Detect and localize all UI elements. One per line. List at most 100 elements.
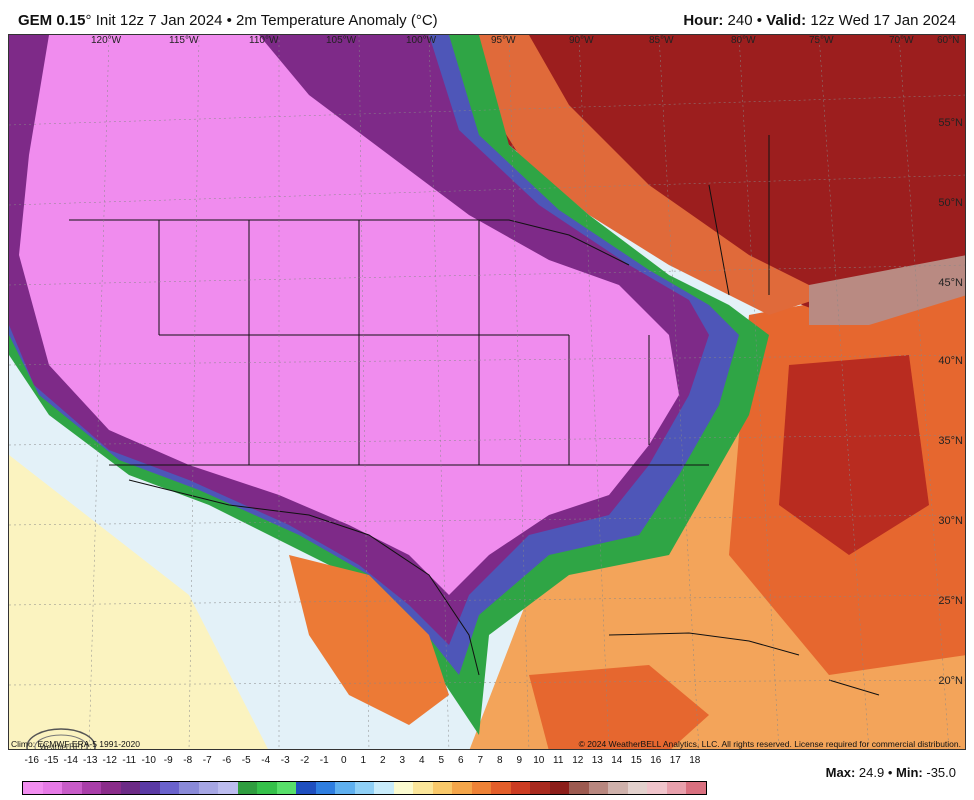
lon-label: 90°W <box>569 35 594 46</box>
legend-color-cells <box>22 781 707 795</box>
legend-color-cell <box>354 782 374 794</box>
extreme-cold-core <box>19 35 679 595</box>
legend-color-cell <box>140 782 160 794</box>
legend-color-cell <box>42 782 62 794</box>
pacific-warm-zone <box>9 455 268 749</box>
legend-color-cell <box>159 782 179 794</box>
legend-color-cell <box>569 782 589 794</box>
legend-tick-label: 2 <box>379 755 386 766</box>
temperature-anomaly-map: 120°W 115°W 110°W 105°W 100°W 95°W 90°W … <box>8 34 966 750</box>
caribbean-islands <box>608 632 880 696</box>
copyright-credit: © 2024 WeatherBELL Analytics, LLC. All r… <box>578 739 961 749</box>
lat-label: 50°N <box>938 197 963 209</box>
legend-color-cell <box>23 782 43 794</box>
legend-tick-label: 11 <box>553 755 564 766</box>
min-label: Min: <box>896 765 923 780</box>
color-legend: -16 -15 -14 -13 -12 -11 -10 -9 -8 -7 -6 -5 -4 -3 -2 -1 0… <box>22 755 707 795</box>
legend-color-cell <box>276 782 296 794</box>
model-name: GEM 0.15 <box>18 12 86 29</box>
legend-tick-label: 18 <box>689 755 701 766</box>
map-canvas <box>9 35 965 749</box>
legend-tick-label: 1 <box>360 755 367 766</box>
lon-label: 105°W <box>326 35 357 46</box>
legend-tick-label: 6 <box>457 755 464 766</box>
legend-tick-label: 17 <box>669 755 681 766</box>
legend-color-cell <box>374 782 394 794</box>
legend-color-cell <box>588 782 608 794</box>
init-text: Init 12z 7 Jan 2024 • 2m Temperature Ano… <box>91 12 438 29</box>
lon-label: 75°W <box>809 35 834 46</box>
legend-color-cell <box>452 782 472 794</box>
legend-tick-label: 0 <box>340 755 347 766</box>
legend-tick-label: 13 <box>591 755 603 766</box>
legend-color-cell <box>530 782 550 794</box>
legend-color-cell <box>432 782 452 794</box>
legend-tick-label: -15 <box>44 755 59 766</box>
legend-color-cell <box>608 782 628 794</box>
legend-color-cell <box>218 782 238 794</box>
max-label: Max: <box>825 765 856 780</box>
legend-tick-label: 16 <box>650 755 662 766</box>
lon-label: 110°W <box>249 35 279 46</box>
legend-tick-label: -7 <box>202 755 212 766</box>
legend-color-cell <box>120 782 140 794</box>
max-value: 24.9 <box>858 765 885 780</box>
legend-tick-label: -4 <box>261 755 271 766</box>
lat-label: 20°N <box>938 675 963 687</box>
legend-tick-label: -16 <box>24 755 39 766</box>
lat-label: 40°N <box>938 355 963 367</box>
legend-color-cell <box>101 782 121 794</box>
legend-color-cell <box>686 782 706 794</box>
legend-tick-label: 10 <box>533 755 545 766</box>
legend-color-cell <box>179 782 199 794</box>
climo-credit: Climo: ECMWF ERA-5 1991-2020 <box>11 739 140 749</box>
northeast-brown-band <box>809 255 965 325</box>
legend-color-cell <box>647 782 667 794</box>
lon-label: 85°W <box>649 35 674 46</box>
lon-label: 115°W <box>169 35 199 46</box>
valid-value: 12z Wed 17 Jan 2024 <box>810 12 956 29</box>
legend-tick-label: -9 <box>163 755 173 766</box>
legend-color-cell <box>627 782 647 794</box>
legend-tick-label: -3 <box>280 755 290 766</box>
lat-label-top: 60°N <box>937 35 960 46</box>
legend-tick-label: -2 <box>300 755 310 766</box>
hour-value: 240 <box>727 12 753 29</box>
legend-tick-label: -14 <box>63 755 78 766</box>
valid-label: Valid: <box>766 12 807 29</box>
weatherbell-logo: WeatherBELL <box>23 725 113 750</box>
lon-label: 80°W <box>731 35 756 46</box>
legend-color-cell <box>315 782 335 794</box>
legend-color-cell <box>335 782 355 794</box>
legend-color-cell <box>296 782 316 794</box>
legend-tick-label: -6 <box>222 755 232 766</box>
legend-tick-label: 7 <box>477 755 484 766</box>
logo-icon: WeatherBELL <box>26 728 96 750</box>
lon-label: 120°W <box>91 35 122 46</box>
lat-label: 35°N <box>938 435 963 447</box>
legend-tick-label: 8 <box>496 755 503 766</box>
mexico-warm-region <box>289 555 449 725</box>
legend-tick-label: -12 <box>102 755 117 766</box>
us-mexico-border <box>128 479 480 676</box>
legend-tick-label: 12 <box>572 755 584 766</box>
legend-tick-label: -5 <box>241 755 251 766</box>
legend-color-cell <box>257 782 277 794</box>
lat-label: 30°N <box>938 515 963 527</box>
legend-color-cell <box>62 782 82 794</box>
legend-color-cell <box>549 782 569 794</box>
legend-tick-label: 3 <box>399 755 406 766</box>
legend-color-cell <box>491 782 511 794</box>
lon-label: 95°W <box>491 35 516 46</box>
legend-tick-label: 9 <box>516 755 523 766</box>
legend-tick-label: 4 <box>418 755 425 766</box>
lon-label: 100°W <box>406 35 437 46</box>
valid-time: Hour: 240 • Valid: 12z Wed 17 Jan 2024 <box>683 12 956 29</box>
max-min-readout: Max: 24.9 • Min: -35.0 <box>825 765 956 780</box>
logo-text: WeatherBELL <box>39 742 91 750</box>
hour-label: Hour: <box>683 12 724 29</box>
min-value: -35.0 <box>926 765 956 780</box>
model-degree: ° <box>85 12 92 29</box>
province-borders <box>708 135 770 296</box>
legend-color-cell <box>510 782 530 794</box>
